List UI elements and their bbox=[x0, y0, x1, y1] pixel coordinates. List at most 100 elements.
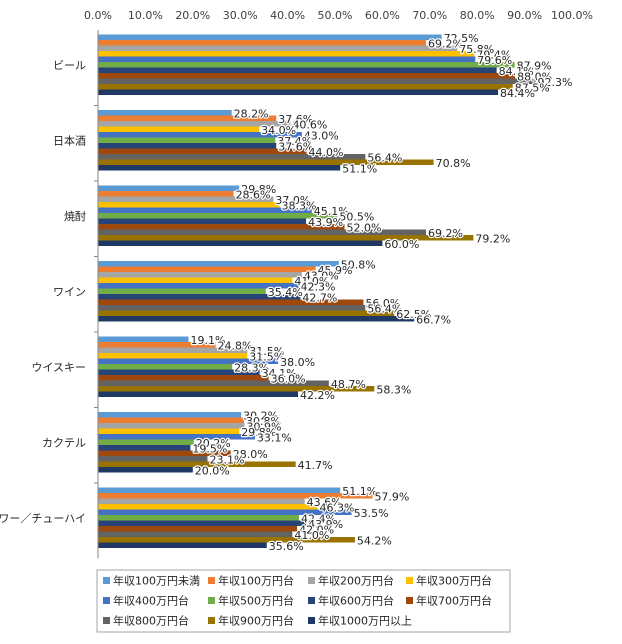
data-label: 87.5% bbox=[515, 82, 550, 95]
x-axis-ticks: 0.0% 10.0% 20.0% 30.0% 40.0% 50.0% 60.0% 70.0% 8… bbox=[84, 9, 593, 22]
data-label: 87.9% bbox=[517, 60, 552, 73]
bar bbox=[98, 34, 442, 40]
bar bbox=[98, 456, 208, 462]
bar bbox=[98, 62, 515, 68]
legend-label: 年収100万円未満 bbox=[113, 574, 200, 588]
x-tick-label: 70.0% bbox=[412, 9, 447, 22]
data-label: 84.4% bbox=[500, 87, 535, 100]
bar bbox=[98, 531, 293, 537]
bar bbox=[98, 498, 305, 504]
bar bbox=[98, 56, 476, 62]
data-label: 48.7% bbox=[331, 378, 366, 391]
legend-swatch bbox=[406, 597, 413, 604]
bar bbox=[98, 159, 434, 165]
x-tick-label: 80.0% bbox=[460, 9, 495, 22]
data-label: 51.1% bbox=[342, 163, 377, 176]
data-label: 42.3% bbox=[301, 281, 336, 294]
legend-frame bbox=[96, 569, 511, 633]
category-label: 日本酒 bbox=[53, 133, 86, 147]
data-label: 41.0% bbox=[294, 529, 329, 542]
legend-label: 年収600万円台 bbox=[318, 594, 394, 608]
bar bbox=[98, 207, 312, 213]
data-label: 33.1% bbox=[257, 432, 292, 445]
x-tick-label: 100.0% bbox=[551, 9, 593, 22]
bar bbox=[98, 336, 189, 342]
data-label: 19.5% bbox=[192, 443, 227, 456]
data-label: 30.9% bbox=[246, 421, 281, 434]
bar bbox=[98, 299, 364, 305]
bar bbox=[98, 526, 298, 532]
bar bbox=[98, 266, 316, 272]
data-label: 28.6% bbox=[236, 189, 271, 202]
data-label: 79.2% bbox=[475, 233, 510, 246]
legend-swatch bbox=[406, 577, 413, 584]
data-label: 37.6% bbox=[278, 113, 313, 126]
legend-swatch bbox=[208, 577, 215, 584]
legend-label: 年収900万円台 bbox=[218, 614, 294, 628]
bar bbox=[98, 137, 276, 143]
data-label: 42.0% bbox=[299, 524, 334, 537]
data-label: 62.5% bbox=[396, 308, 431, 321]
data-label: 60.0% bbox=[384, 238, 419, 251]
data-label: 41.0% bbox=[294, 275, 329, 288]
bar bbox=[98, 445, 191, 451]
bar bbox=[98, 386, 375, 392]
legend-swatch bbox=[103, 617, 110, 624]
legend-swatch bbox=[103, 577, 110, 584]
data-label: 50.8% bbox=[341, 259, 376, 272]
legend-swatch bbox=[208, 597, 215, 604]
data-label: 34.1% bbox=[262, 367, 297, 380]
bar bbox=[98, 310, 395, 316]
data-label: 79.6% bbox=[477, 54, 512, 67]
bar bbox=[98, 375, 269, 381]
bar bbox=[98, 305, 366, 311]
data-label: 43.9% bbox=[308, 518, 343, 531]
bar bbox=[98, 45, 458, 51]
bar bbox=[98, 353, 248, 359]
data-label: 40.6% bbox=[292, 119, 327, 132]
bar bbox=[98, 261, 339, 267]
data-label: 20.2% bbox=[196, 437, 231, 450]
bar bbox=[98, 288, 266, 294]
bar bbox=[98, 461, 296, 467]
bar bbox=[98, 196, 274, 202]
bar bbox=[98, 380, 329, 386]
bar bbox=[98, 417, 244, 423]
bar bbox=[98, 51, 475, 57]
data-label: 35.4% bbox=[268, 286, 303, 299]
data-label: 24.8% bbox=[218, 340, 253, 353]
bar bbox=[98, 358, 279, 364]
legend-swatch bbox=[308, 597, 315, 604]
legend-label: 年収400万円台 bbox=[113, 594, 189, 608]
bar bbox=[98, 89, 499, 95]
bar bbox=[98, 515, 299, 521]
bar bbox=[98, 121, 291, 127]
bar bbox=[98, 110, 232, 116]
data-label: 29.8% bbox=[241, 426, 276, 439]
category-labels: ビール日本酒焼酎ワインウイスキーカクテルサワー／チューハイ bbox=[0, 59, 98, 525]
category-label: ビール bbox=[53, 59, 86, 72]
data-label: 92.3% bbox=[538, 76, 573, 89]
data-label: 58.3% bbox=[376, 384, 411, 397]
legend-label: 年収100万円台 bbox=[218, 574, 294, 588]
bar bbox=[98, 537, 355, 543]
data-label: 45.1% bbox=[314, 205, 349, 218]
data-label: 29.8% bbox=[241, 183, 276, 196]
bar bbox=[98, 126, 260, 132]
x-tick-label: 60.0% bbox=[365, 9, 400, 22]
data-label: 54.2% bbox=[357, 535, 392, 548]
data-label: 28.2% bbox=[234, 108, 269, 121]
bar bbox=[98, 439, 194, 445]
bar bbox=[98, 218, 307, 224]
bar bbox=[98, 342, 216, 348]
x-tick-label: 0.0% bbox=[84, 9, 112, 22]
bar bbox=[98, 423, 245, 429]
bar bbox=[98, 369, 260, 375]
category-label: ウイスキー bbox=[31, 361, 86, 374]
data-label: 69.2% bbox=[428, 38, 463, 51]
data-label: 56.0% bbox=[365, 297, 400, 310]
bar bbox=[98, 428, 240, 434]
bar bbox=[98, 240, 383, 246]
